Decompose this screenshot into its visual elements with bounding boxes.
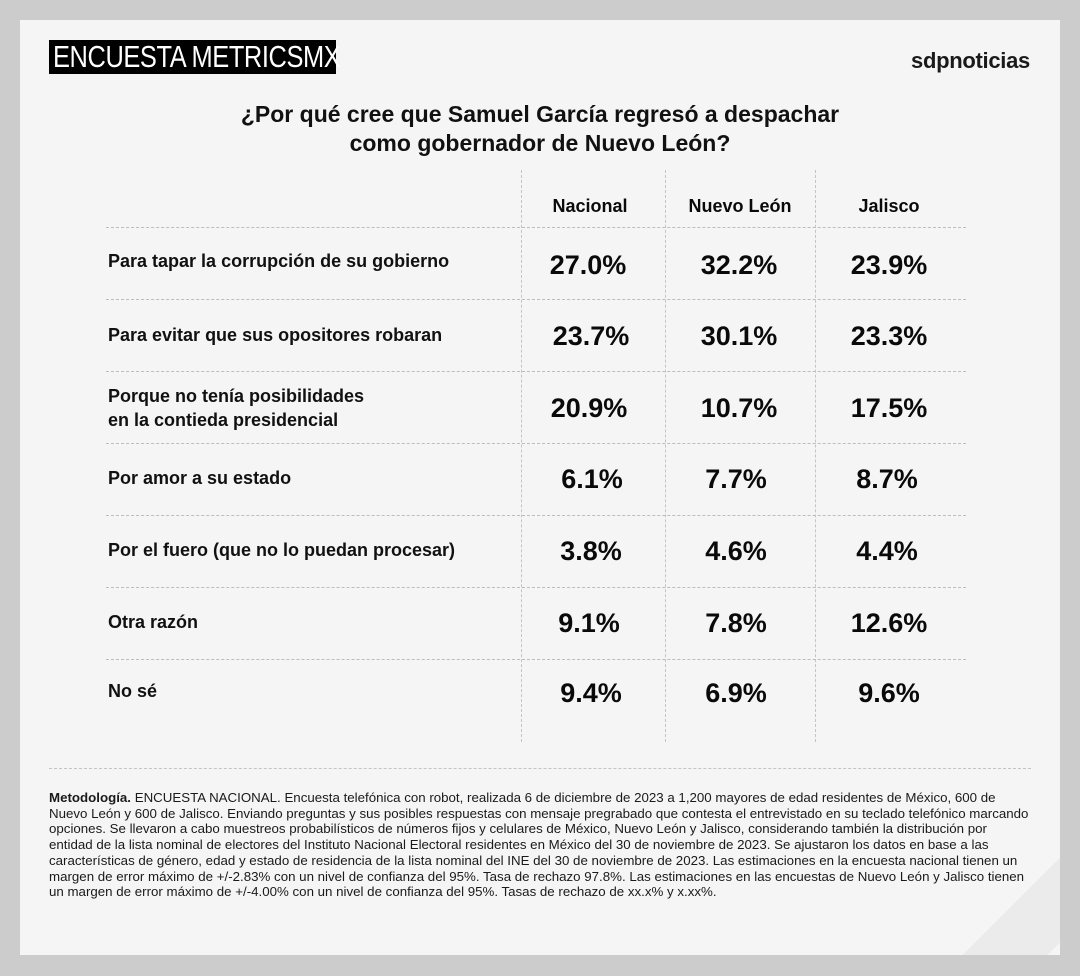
methodology-label: Metodología.	[49, 790, 131, 805]
value-cell: 23.3%	[850, 321, 928, 351]
value-cell: 4.6%	[705, 536, 767, 566]
value-cell: 6.1%	[561, 464, 623, 494]
column-header-nacional: Nacional	[552, 196, 628, 216]
methodology-text: ENCUESTA NACIONAL. Encuesta telefónica c…	[49, 790, 1029, 900]
methodology-separator	[49, 768, 1031, 769]
value-cell: 9.6%	[858, 678, 920, 708]
column-header-jalisco: Jalisco	[858, 196, 920, 216]
column-divider	[521, 170, 522, 742]
row-label-line-1: Porque no tenía posibilidades	[108, 386, 365, 406]
brand-tag: ENCUESTA METRICSMX	[49, 40, 341, 74]
row-divider	[106, 443, 966, 444]
row-divider	[106, 659, 966, 660]
row-divider	[106, 227, 966, 228]
value-cell: 32.2%	[700, 250, 778, 280]
row-label: Porque no tenía posibilidades en la cont…	[108, 384, 364, 432]
row-label: Para evitar que sus opositores robaran	[108, 325, 443, 345]
value-cell: 20.9%	[550, 393, 628, 423]
value-cell: 23.9%	[850, 250, 928, 280]
value-cell: 7.8%	[705, 608, 767, 638]
value-cell: 27.0%	[549, 250, 627, 280]
value-cell: 7.7%	[705, 464, 767, 494]
value-cell: 4.4%	[856, 536, 918, 566]
brand-tag-text: ENCUESTA METRICSMX	[53, 39, 341, 74]
value-cell: 6.9%	[705, 678, 767, 708]
title-line-1: ¿Por qué cree que Samuel García regresó …	[240, 101, 840, 127]
row-label-line-2: en la contieda presidencial	[108, 410, 339, 430]
value-cell: 12.6%	[850, 608, 928, 638]
row-divider	[106, 515, 966, 516]
row-divider	[106, 299, 966, 300]
value-cell: 17.5%	[850, 393, 928, 423]
survey-card	[20, 20, 1060, 955]
value-cell: 9.1%	[558, 608, 620, 638]
column-divider	[665, 170, 666, 742]
chart-title: ¿Por qué cree que Samuel García regresó …	[0, 100, 1080, 158]
row-label: Otra razón	[108, 612, 199, 632]
title-line-2: como gobernador de Nuevo León?	[349, 130, 731, 156]
row-label: Por amor a su estado	[108, 468, 292, 488]
methodology-note: Metodología. ENCUESTA NACIONAL. Encuesta…	[49, 790, 1034, 900]
row-divider	[106, 371, 966, 372]
value-cell: 8.7%	[856, 464, 918, 494]
row-label: Para tapar la corrupción de su gobierno	[108, 251, 450, 271]
row-label: No sé	[108, 681, 158, 701]
value-cell: 10.7%	[700, 393, 778, 423]
column-header-nuevo-leon: Nuevo León	[688, 196, 792, 216]
row-divider	[106, 587, 966, 588]
value-cell: 9.4%	[560, 678, 622, 708]
column-divider	[815, 170, 816, 742]
row-label: Por el fuero (que no lo puedan procesar)	[108, 540, 456, 560]
sdpnoticias-logo: sdpnoticias	[911, 48, 1030, 73]
value-cell: 3.8%	[560, 536, 622, 566]
value-cell: 30.1%	[700, 321, 778, 351]
value-cell: 23.7%	[552, 321, 630, 351]
